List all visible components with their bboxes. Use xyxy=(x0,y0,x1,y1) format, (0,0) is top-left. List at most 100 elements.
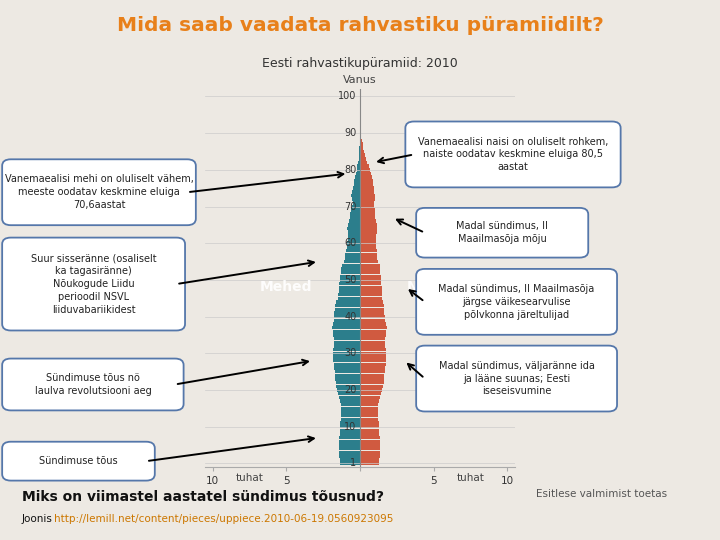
Text: tuhat: tuhat xyxy=(235,472,264,483)
Bar xyxy=(340,278,360,282)
Bar xyxy=(360,253,377,256)
Bar xyxy=(359,157,360,160)
Bar xyxy=(360,429,379,432)
Bar xyxy=(360,319,385,322)
Text: Sündimuse tõus nö
laulva revolutsiooni aeg: Sündimuse tõus nö laulva revolutsiooni a… xyxy=(35,373,151,396)
Bar xyxy=(360,396,380,399)
Text: Mida saab vaadata rahvastiku püramiidilt?: Mida saab vaadata rahvastiku püramiidilt… xyxy=(117,16,603,35)
Bar xyxy=(352,205,360,208)
Text: Madal sündimus, II Maailmasõja
järgse väikesearvulise
põlvkonna järeltulijad: Madal sündimus, II Maailmasõja järgse vä… xyxy=(438,284,595,320)
Bar xyxy=(333,326,360,329)
Bar xyxy=(346,249,360,252)
Bar xyxy=(333,355,360,359)
Bar xyxy=(344,256,360,260)
Bar xyxy=(360,194,376,197)
Bar xyxy=(334,319,360,322)
Bar xyxy=(341,421,360,425)
Text: Vanemaealisi naisi on oluliselt rohkem,
naiste oodatav keskmine eluiga 80,5
aast: Vanemaealisi naisi on oluliselt rohkem, … xyxy=(418,137,608,172)
Bar xyxy=(360,407,378,410)
Bar xyxy=(360,326,387,329)
Bar xyxy=(360,135,361,139)
Bar xyxy=(360,414,378,417)
Bar xyxy=(360,267,380,271)
Bar xyxy=(360,377,384,381)
Bar xyxy=(336,300,360,303)
Bar xyxy=(360,300,383,303)
Bar xyxy=(333,348,360,352)
Bar xyxy=(360,139,361,142)
Bar xyxy=(360,304,384,307)
Bar xyxy=(360,245,377,248)
Bar xyxy=(347,227,360,230)
Bar xyxy=(340,429,360,432)
Bar xyxy=(360,451,380,454)
Bar xyxy=(341,264,360,267)
Bar xyxy=(360,374,384,377)
Bar xyxy=(338,289,360,293)
Bar xyxy=(360,311,384,315)
Bar xyxy=(360,223,377,227)
Bar xyxy=(348,231,360,234)
Bar xyxy=(360,403,379,407)
Bar xyxy=(360,256,377,260)
Bar xyxy=(341,414,360,417)
Bar xyxy=(360,333,385,337)
Text: 10: 10 xyxy=(344,422,356,432)
Bar xyxy=(360,241,376,245)
Bar xyxy=(348,238,360,241)
Bar xyxy=(360,362,385,366)
Bar xyxy=(360,286,382,289)
Bar xyxy=(335,370,360,374)
Bar xyxy=(360,370,384,374)
Bar xyxy=(360,337,384,340)
Bar xyxy=(339,282,360,285)
Bar xyxy=(360,417,379,421)
Bar xyxy=(340,433,360,436)
Bar xyxy=(360,341,385,344)
Text: 90: 90 xyxy=(344,128,356,138)
Bar xyxy=(351,194,360,197)
Text: Sündimuse tõus: Sündimuse tõus xyxy=(39,456,118,466)
Bar xyxy=(360,208,374,212)
Text: Vanus: Vanus xyxy=(343,76,377,85)
Text: 1: 1 xyxy=(350,458,356,468)
Bar xyxy=(358,161,360,164)
Bar xyxy=(360,179,372,183)
Bar xyxy=(340,425,360,428)
Bar xyxy=(336,377,360,381)
Bar xyxy=(360,366,385,370)
Bar xyxy=(360,388,382,392)
Bar xyxy=(360,198,374,201)
Bar xyxy=(360,329,386,333)
Bar xyxy=(360,289,382,293)
Bar xyxy=(339,451,360,454)
Bar xyxy=(346,253,360,256)
Bar xyxy=(360,212,375,215)
Bar xyxy=(351,208,360,212)
Bar xyxy=(356,172,360,176)
Bar xyxy=(352,190,360,194)
Text: Mehed: Mehed xyxy=(260,280,312,294)
Bar xyxy=(360,447,380,450)
Bar xyxy=(359,153,360,157)
Bar xyxy=(333,322,360,326)
Text: Madal sündimus, väljaränne ida
ja lääne suunas; Eesti
iseseisvumine: Madal sündimus, väljaränne ida ja lääne … xyxy=(438,361,595,396)
Bar xyxy=(341,403,360,407)
Bar xyxy=(334,337,360,340)
Bar xyxy=(334,366,360,370)
Bar xyxy=(334,315,360,319)
Bar xyxy=(360,201,374,205)
Bar xyxy=(334,341,360,344)
Bar xyxy=(360,322,386,326)
Bar xyxy=(335,308,360,311)
Bar xyxy=(360,161,367,164)
Bar xyxy=(360,278,381,282)
Bar xyxy=(360,168,369,172)
Bar xyxy=(360,216,376,219)
Bar xyxy=(340,462,360,465)
Bar xyxy=(360,352,386,355)
Bar xyxy=(341,267,360,271)
Text: 70: 70 xyxy=(344,201,356,212)
Bar xyxy=(354,183,360,186)
Bar xyxy=(360,249,377,252)
